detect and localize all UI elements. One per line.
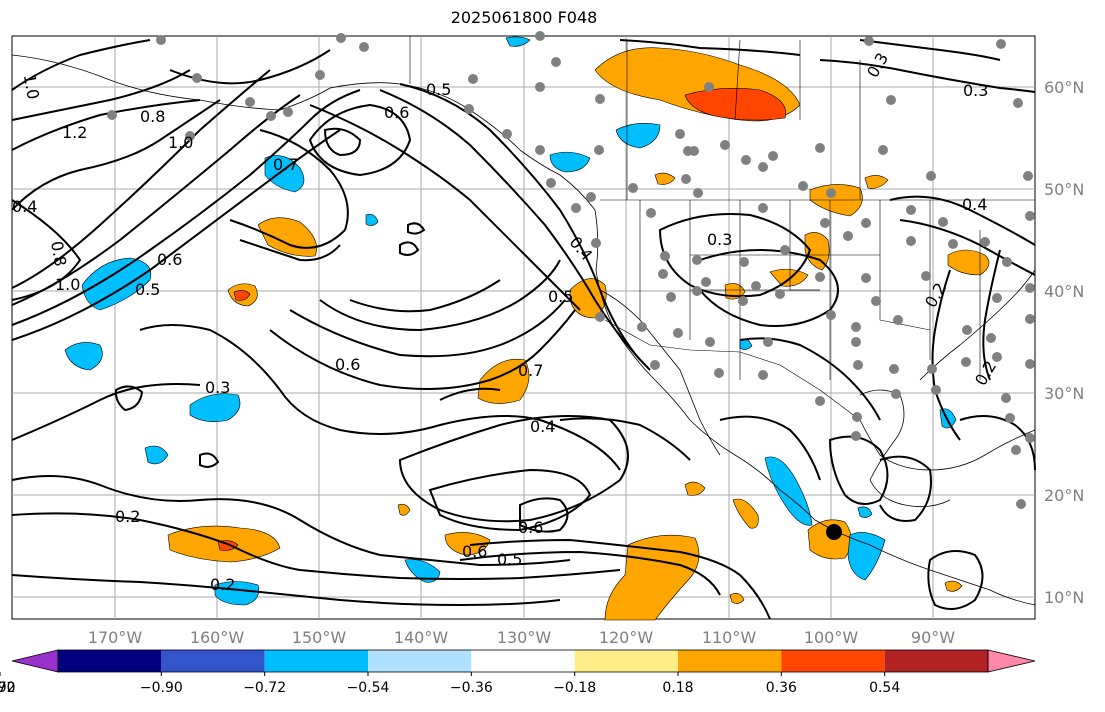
lon-label: 140°W: [394, 628, 449, 647]
lon-label: 160°W: [190, 628, 245, 647]
lat-label: 50°N: [1044, 180, 1084, 199]
contour-label: 0.5: [426, 80, 451, 99]
contour-label: 0.4: [530, 417, 555, 436]
lat-label: 60°N: [1044, 78, 1084, 97]
lat-label: 30°N: [1044, 384, 1084, 403]
contour-lines: [11, 39, 1036, 620]
contour-label: 0.3: [707, 230, 732, 249]
colorbar-segment: [574, 650, 678, 672]
contour-label: 0.4: [962, 195, 987, 214]
anomaly-fills: [64, 36, 990, 621]
colorbar-extend-low: [11, 649, 59, 673]
lat-label: 20°N: [1044, 486, 1084, 505]
contour-label: 0.7: [273, 155, 298, 174]
contour-label: 0.8: [140, 107, 165, 126]
lat-label: 40°N: [1044, 282, 1084, 301]
map-title: 2025061800 F048: [450, 8, 598, 27]
contour-label: 0.6: [384, 103, 409, 122]
contour-label: 0.6: [157, 250, 182, 269]
colorbar-tick-label: −0.54: [347, 680, 390, 696]
lat-label: 10°N: [1044, 588, 1084, 607]
contour-label: 0.6: [462, 542, 487, 561]
lon-label: 90°W: [911, 628, 955, 647]
colorbar: −0.90 −0.72 −0.54 −0.36 −0.18 0.18 0.36 0.54 0.7…: [0, 649, 1036, 696]
colorbar-tick-label: −0.90: [140, 680, 183, 696]
contour-label: 1.2: [62, 123, 87, 142]
lon-label: 150°W: [292, 628, 347, 647]
contour-label: 0.3: [963, 81, 988, 100]
colorbar-tick-label: 0.90: [0, 680, 16, 696]
colorbar-segment: [781, 650, 885, 672]
contour-label: 0.5: [497, 550, 522, 569]
colorbar-extend-high: [987, 649, 1036, 673]
contour-label: 0.3: [205, 378, 230, 397]
storm-center-marker: [826, 524, 842, 540]
lon-label: 120°W: [599, 628, 654, 647]
colorbar-segment: [368, 650, 472, 672]
lon-label: 170°W: [88, 628, 143, 647]
colorbar-segment: [471, 650, 575, 672]
colorbar-tick-label: 0.72: [0, 680, 16, 696]
contour-label: 0.2: [115, 507, 140, 526]
colorbar-tick-label: 0.54: [869, 680, 900, 696]
lon-label: 110°W: [702, 628, 757, 647]
contour-label: 0.5: [548, 287, 573, 306]
colorbar-tick-label: −0.18: [553, 680, 596, 696]
colorbar-segment: [264, 650, 368, 672]
contour-label: 0.7: [518, 361, 543, 380]
contour-label: 1.0: [55, 275, 80, 294]
colorbar-tick-label: −0.72: [243, 680, 286, 696]
contour-label: 0.6: [335, 355, 360, 374]
contour-label: 0.8: [47, 239, 70, 267]
contour-label: 0.5: [135, 280, 160, 299]
colorbar-tick-label: 0.36: [766, 680, 797, 696]
lon-label: 100°W: [804, 628, 859, 647]
colorbar-border: [57, 649, 989, 673]
colorbar-segment: [884, 650, 988, 672]
observation-points: [107, 31, 1035, 509]
colorbar-tick-label: 0.18: [662, 680, 693, 696]
contour-label-group: 1.0 0.8 1.2 1.0 0.7 0.5 0.6 1.0 0.8 0.4 …: [12, 49, 1000, 594]
contour-label: 0.6: [518, 518, 543, 537]
contour-label: 0.4: [12, 197, 37, 216]
latitude-labels: 60°N 50°N 40°N 30°N 20°N 10°N: [1044, 78, 1084, 607]
lon-label: 130°W: [497, 628, 552, 647]
colorbar-tick-label: −0.36: [450, 680, 493, 696]
colorbar-segment: [678, 650, 782, 672]
colorbar-segment: [58, 650, 162, 672]
longitude-labels: 170°W 160°W 150°W 140°W 130°W 120°W 110°…: [88, 628, 955, 647]
contour-label: 0.2: [210, 575, 235, 594]
colorbar-segment: [161, 650, 265, 672]
contour-label: 1.0: [20, 73, 43, 101]
contour-label: 1.0: [168, 133, 193, 152]
